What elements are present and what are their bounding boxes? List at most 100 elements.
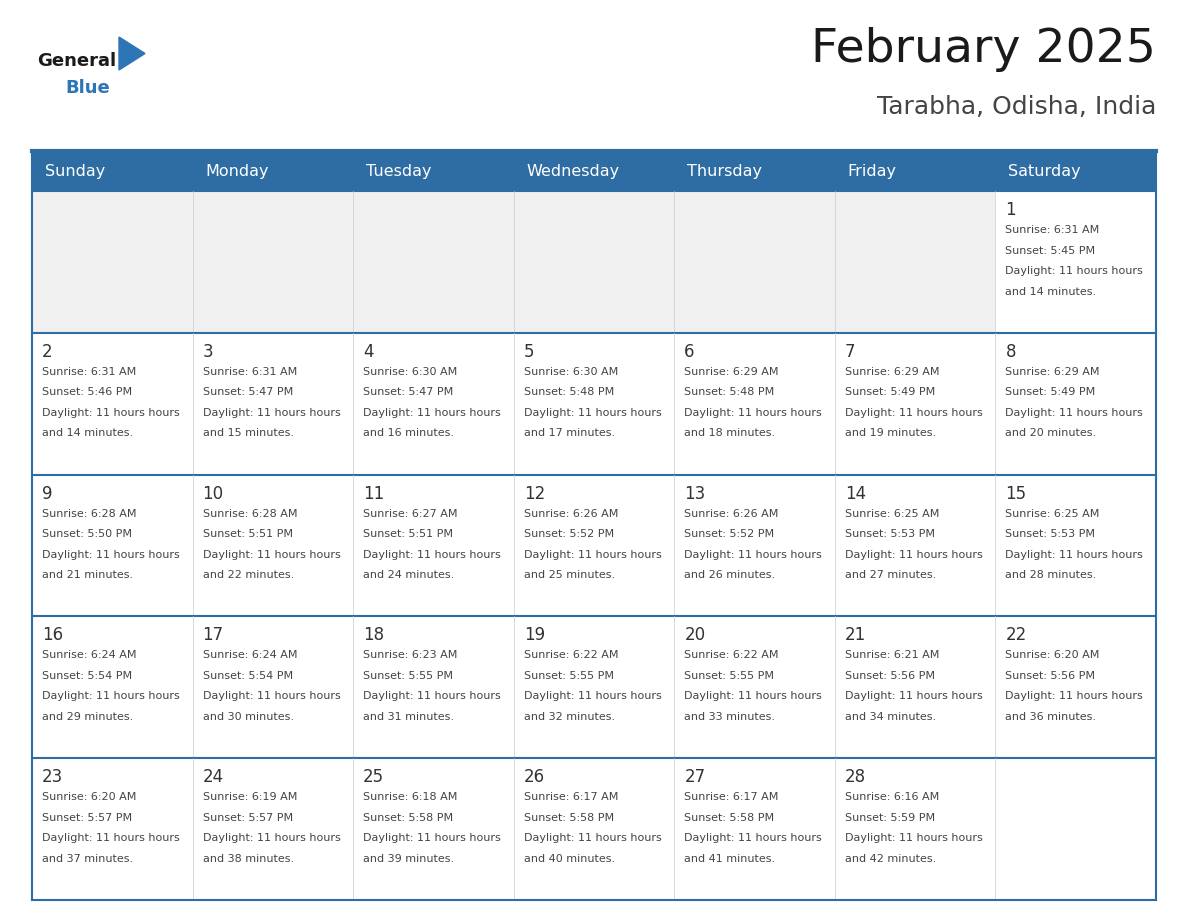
Text: and 20 minutes.: and 20 minutes. — [1005, 429, 1097, 438]
Text: Daylight: 11 hours hours: Daylight: 11 hours hours — [684, 550, 822, 560]
Text: Sunrise: 6:28 AM: Sunrise: 6:28 AM — [42, 509, 137, 519]
Text: and 17 minutes.: and 17 minutes. — [524, 429, 615, 438]
Bar — [513, 475, 675, 616]
Text: and 25 minutes.: and 25 minutes. — [524, 570, 615, 580]
Text: General: General — [37, 52, 116, 70]
Text: Sunset: 5:57 PM: Sunset: 5:57 PM — [203, 812, 292, 823]
Text: and 16 minutes.: and 16 minutes. — [364, 429, 454, 438]
Text: and 18 minutes.: and 18 minutes. — [684, 429, 776, 438]
Bar — [513, 616, 675, 758]
Bar — [192, 616, 353, 758]
Bar — [353, 758, 513, 900]
Text: 13: 13 — [684, 485, 706, 502]
Text: Wednesday: Wednesday — [526, 163, 620, 178]
Text: Blue: Blue — [65, 79, 109, 97]
Text: Sunset: 5:53 PM: Sunset: 5:53 PM — [1005, 529, 1095, 539]
Text: Sunrise: 6:28 AM: Sunrise: 6:28 AM — [203, 509, 297, 519]
Text: 18: 18 — [364, 626, 384, 644]
Text: Daylight: 11 hours hours: Daylight: 11 hours hours — [845, 408, 982, 418]
Text: Daylight: 11 hours hours: Daylight: 11 hours hours — [1005, 408, 1143, 418]
Text: 6: 6 — [684, 342, 695, 361]
Text: Sunset: 5:47 PM: Sunset: 5:47 PM — [203, 387, 292, 397]
Text: and 19 minutes.: and 19 minutes. — [845, 429, 936, 438]
Text: Sunset: 5:50 PM: Sunset: 5:50 PM — [42, 529, 132, 539]
Text: 11: 11 — [364, 485, 385, 502]
Text: and 21 minutes.: and 21 minutes. — [42, 570, 133, 580]
Text: Daylight: 11 hours hours: Daylight: 11 hours hours — [203, 691, 340, 701]
Bar — [835, 475, 996, 616]
Text: Sunset: 5:58 PM: Sunset: 5:58 PM — [524, 812, 614, 823]
Text: and 14 minutes.: and 14 minutes. — [1005, 286, 1097, 297]
Text: Sunset: 5:59 PM: Sunset: 5:59 PM — [845, 812, 935, 823]
Text: and 31 minutes.: and 31 minutes. — [364, 711, 454, 722]
Text: and 14 minutes.: and 14 minutes. — [42, 429, 133, 438]
Text: Monday: Monday — [206, 163, 268, 178]
Text: Daylight: 11 hours hours: Daylight: 11 hours hours — [42, 550, 179, 560]
Text: Sunrise: 6:29 AM: Sunrise: 6:29 AM — [684, 367, 779, 376]
Text: Sunrise: 6:17 AM: Sunrise: 6:17 AM — [524, 792, 618, 802]
Text: Sunset: 5:48 PM: Sunset: 5:48 PM — [684, 387, 775, 397]
Text: Friday: Friday — [848, 163, 897, 178]
Text: Sunrise: 6:21 AM: Sunrise: 6:21 AM — [845, 650, 940, 660]
Text: Daylight: 11 hours hours: Daylight: 11 hours hours — [1005, 691, 1143, 701]
Text: Daylight: 11 hours hours: Daylight: 11 hours hours — [845, 550, 982, 560]
Text: Daylight: 11 hours hours: Daylight: 11 hours hours — [684, 834, 822, 844]
Text: Sunset: 5:52 PM: Sunset: 5:52 PM — [524, 529, 614, 539]
Text: and 28 minutes.: and 28 minutes. — [1005, 570, 1097, 580]
Text: Saturday: Saturday — [1009, 163, 1081, 178]
Bar — [353, 151, 513, 191]
Text: and 40 minutes.: and 40 minutes. — [524, 854, 615, 864]
Text: Daylight: 11 hours hours: Daylight: 11 hours hours — [524, 408, 662, 418]
Bar — [32, 616, 192, 758]
Text: Sunset: 5:55 PM: Sunset: 5:55 PM — [364, 671, 453, 681]
Text: Sunrise: 6:26 AM: Sunrise: 6:26 AM — [524, 509, 618, 519]
Text: Daylight: 11 hours hours: Daylight: 11 hours hours — [42, 408, 179, 418]
Text: Sunset: 5:51 PM: Sunset: 5:51 PM — [364, 529, 453, 539]
Text: 14: 14 — [845, 485, 866, 502]
Text: Sunset: 5:51 PM: Sunset: 5:51 PM — [203, 529, 292, 539]
Bar — [835, 191, 996, 333]
Text: Daylight: 11 hours hours: Daylight: 11 hours hours — [364, 550, 501, 560]
Bar — [996, 191, 1156, 333]
Text: Daylight: 11 hours hours: Daylight: 11 hours hours — [1005, 550, 1143, 560]
Text: Sunset: 5:47 PM: Sunset: 5:47 PM — [364, 387, 454, 397]
Bar — [675, 191, 835, 333]
Text: Sunrise: 6:20 AM: Sunrise: 6:20 AM — [1005, 650, 1100, 660]
Text: 21: 21 — [845, 626, 866, 644]
Text: Tarabha, Odisha, India: Tarabha, Odisha, India — [877, 95, 1156, 119]
Text: Sunrise: 6:19 AM: Sunrise: 6:19 AM — [203, 792, 297, 802]
Bar — [835, 333, 996, 475]
Bar — [675, 151, 835, 191]
Text: Daylight: 11 hours hours: Daylight: 11 hours hours — [524, 550, 662, 560]
Bar — [996, 151, 1156, 191]
Bar — [835, 758, 996, 900]
Text: Daylight: 11 hours hours: Daylight: 11 hours hours — [684, 691, 822, 701]
Bar — [996, 758, 1156, 900]
Text: 22: 22 — [1005, 626, 1026, 644]
Text: and 36 minutes.: and 36 minutes. — [1005, 711, 1097, 722]
Bar — [32, 151, 192, 191]
Text: 16: 16 — [42, 626, 63, 644]
Text: Sunrise: 6:27 AM: Sunrise: 6:27 AM — [364, 509, 457, 519]
Text: Sunset: 5:53 PM: Sunset: 5:53 PM — [845, 529, 935, 539]
Text: Sunrise: 6:31 AM: Sunrise: 6:31 AM — [203, 367, 297, 376]
Text: 20: 20 — [684, 626, 706, 644]
Bar — [996, 616, 1156, 758]
Text: Sunrise: 6:29 AM: Sunrise: 6:29 AM — [845, 367, 940, 376]
Bar — [192, 475, 353, 616]
Text: and 27 minutes.: and 27 minutes. — [845, 570, 936, 580]
Text: Sunrise: 6:25 AM: Sunrise: 6:25 AM — [845, 509, 940, 519]
Text: Sunrise: 6:25 AM: Sunrise: 6:25 AM — [1005, 509, 1100, 519]
Text: Daylight: 11 hours hours: Daylight: 11 hours hours — [364, 408, 501, 418]
Text: Tuesday: Tuesday — [366, 163, 431, 178]
Text: Sunrise: 6:31 AM: Sunrise: 6:31 AM — [42, 367, 137, 376]
Text: Sunset: 5:48 PM: Sunset: 5:48 PM — [524, 387, 614, 397]
Bar — [996, 333, 1156, 475]
Text: and 24 minutes.: and 24 minutes. — [364, 570, 454, 580]
Text: 26: 26 — [524, 768, 545, 786]
Text: and 39 minutes.: and 39 minutes. — [364, 854, 454, 864]
Text: and 22 minutes.: and 22 minutes. — [203, 570, 293, 580]
Text: and 33 minutes.: and 33 minutes. — [684, 711, 776, 722]
Bar — [192, 758, 353, 900]
Text: 1: 1 — [1005, 201, 1016, 219]
